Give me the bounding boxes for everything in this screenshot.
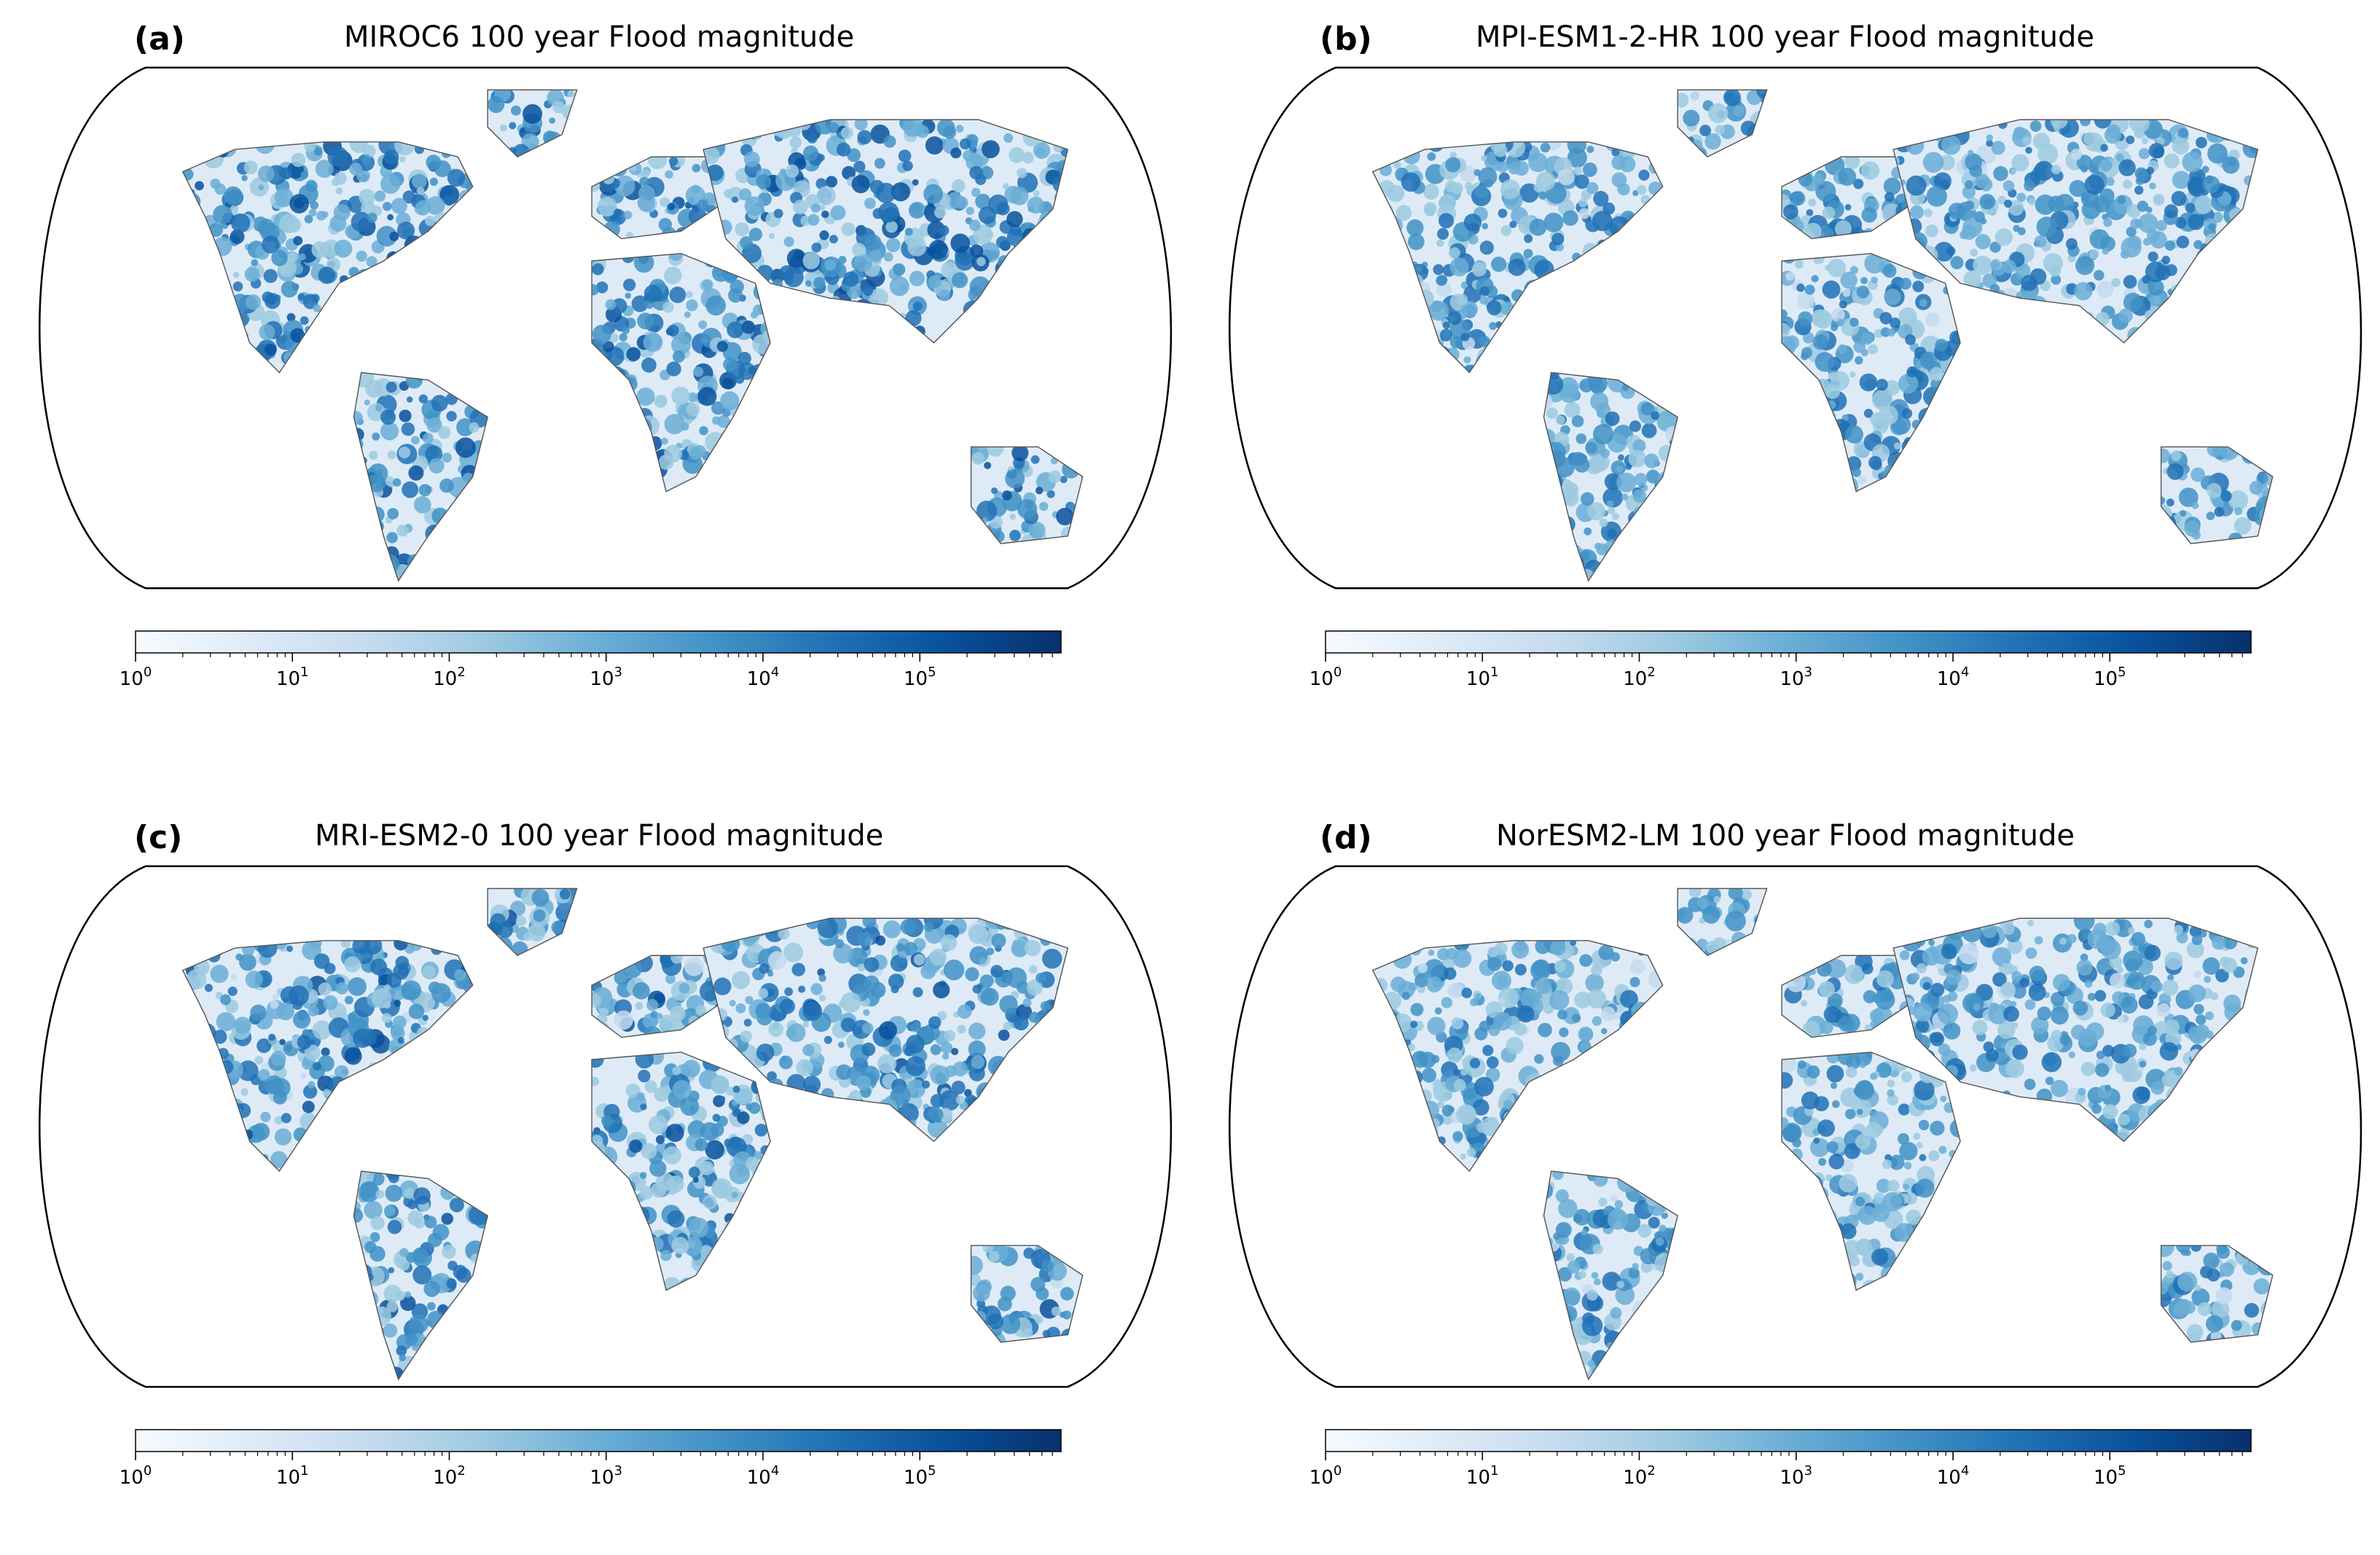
panel-label: (c) [134, 819, 182, 856]
panel-d: (d) NorESM2-LM 100 year Flood magnitude … [1190, 799, 2380, 1555]
colorbar-tick-label: 101 [276, 665, 309, 690]
colorbar-tick-label: 102 [1623, 665, 1656, 690]
colorbar-tick-label: 100 [120, 665, 152, 690]
colorbar-tick-label: 105 [904, 1463, 936, 1489]
colorbar-tick-label: 101 [1466, 1463, 1499, 1489]
colorbar-gradient [1326, 631, 2251, 653]
colorbar-tick-label: 100 [120, 1463, 152, 1489]
panel-label: (a) [134, 20, 185, 58]
colorbar: 100 101 102 103 104 105 [109, 627, 1130, 700]
world-map [12, 58, 1202, 598]
panel-label: (b) [1320, 20, 1372, 58]
colorbar-tick-label: 103 [1780, 665, 1812, 690]
colorbar-gradient [1326, 1430, 2251, 1452]
panel-c: (c) MRI-ESM2-0 100 year Flood magnitude … [0, 799, 1190, 1555]
colorbar-tick-label: 101 [1466, 665, 1499, 690]
panel-b: (b) MPI-ESM1-2-HR 100 year Flood magnitu… [1190, 0, 2380, 756]
colorbar-tick-label: 103 [590, 1463, 622, 1489]
colorbar-tick-label: 104 [1937, 665, 1970, 690]
colorbar-tick-label: 103 [1780, 1463, 1812, 1489]
panel-title: NorESM2-LM 100 year Flood magnitude [1496, 819, 2075, 853]
colorbar: 100 101 102 103 104 105 [1299, 1425, 2320, 1498]
colorbar: 100 101 102 103 104 105 [109, 1425, 1130, 1498]
panel-label: (d) [1320, 819, 1372, 856]
panel-title: MIROC6 100 year Flood magnitude [344, 20, 854, 54]
colorbar-tick-label: 105 [2094, 665, 2126, 690]
world-map [12, 857, 1202, 1396]
colorbar-tick-label: 102 [1623, 1463, 1656, 1489]
colorbar: 100 101 102 103 104 105 [1299, 627, 2320, 700]
colorbar-tick-label: 103 [590, 665, 622, 690]
colorbar-tick-label: 102 [433, 1463, 466, 1489]
colorbar-tick-label: 102 [433, 665, 466, 690]
colorbar-gradient [136, 1430, 1061, 1452]
colorbar-tick-label: 104 [747, 665, 780, 690]
panel-title: MRI-ESM2-0 100 year Flood magnitude [315, 819, 883, 853]
colorbar-gradient [136, 631, 1061, 653]
world-map [1202, 58, 2380, 598]
panel-title: MPI-ESM1-2-HR 100 year Flood magnitude [1476, 20, 2094, 54]
colorbar-tick-label: 101 [276, 1463, 309, 1489]
colorbar-tick-label: 105 [904, 665, 936, 690]
colorbar-tick-label: 105 [2094, 1463, 2126, 1489]
colorbar-tick-label: 104 [1937, 1463, 1970, 1489]
colorbar-tick-label: 104 [747, 1463, 780, 1489]
colorbar-tick-label: 100 [1310, 1463, 1342, 1489]
world-map [1202, 857, 2380, 1396]
colorbar-tick-label: 100 [1310, 665, 1342, 690]
